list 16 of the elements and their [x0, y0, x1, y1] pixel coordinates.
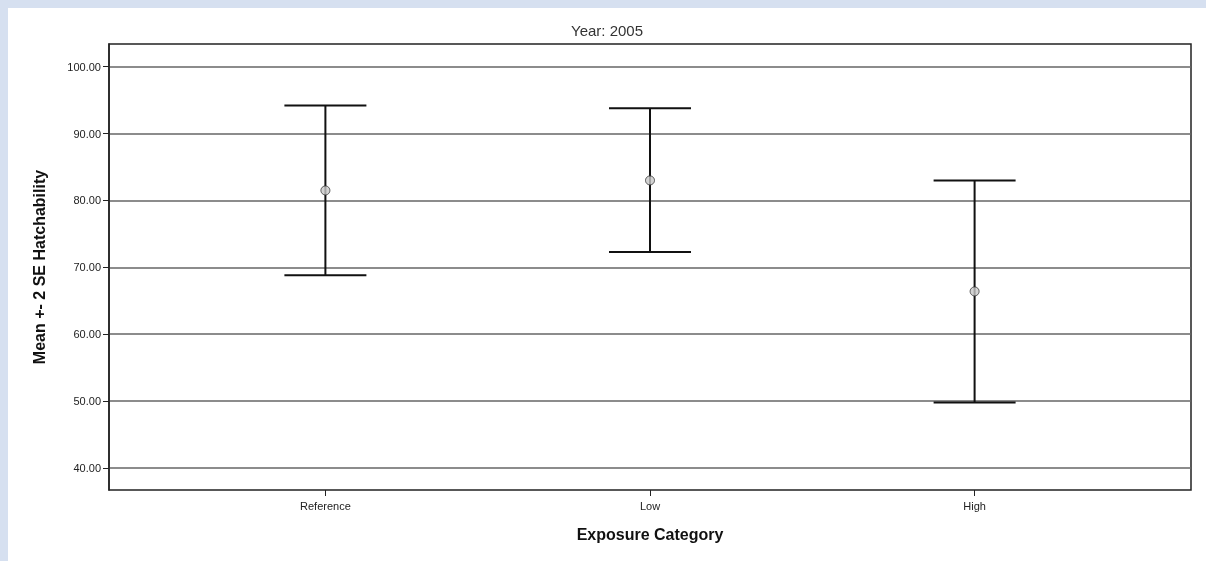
y-tick-label: 40.00	[73, 461, 101, 474]
y-axis-title: Mean +- 2 SE Hatchability	[30, 169, 48, 365]
point	[645, 175, 655, 186]
y-tick-label: 50.00	[73, 395, 101, 408]
x-tick-label: High	[963, 499, 986, 512]
y-tick-label: 70.00	[73, 261, 101, 274]
y-tick-label: 100.00	[67, 60, 101, 73]
x-tick-label: Reference	[300, 499, 351, 512]
chart-title: Year: 2005	[570, 22, 644, 39]
point	[320, 185, 331, 196]
x-axis-title: Exposure Category	[576, 525, 724, 543]
y-tick-label: 60.00	[73, 328, 101, 341]
point	[969, 286, 980, 297]
x-tick-label: Low	[639, 499, 661, 512]
y-tick-label: 90.00	[73, 127, 101, 140]
y-tick-label: 80.00	[73, 194, 101, 207]
